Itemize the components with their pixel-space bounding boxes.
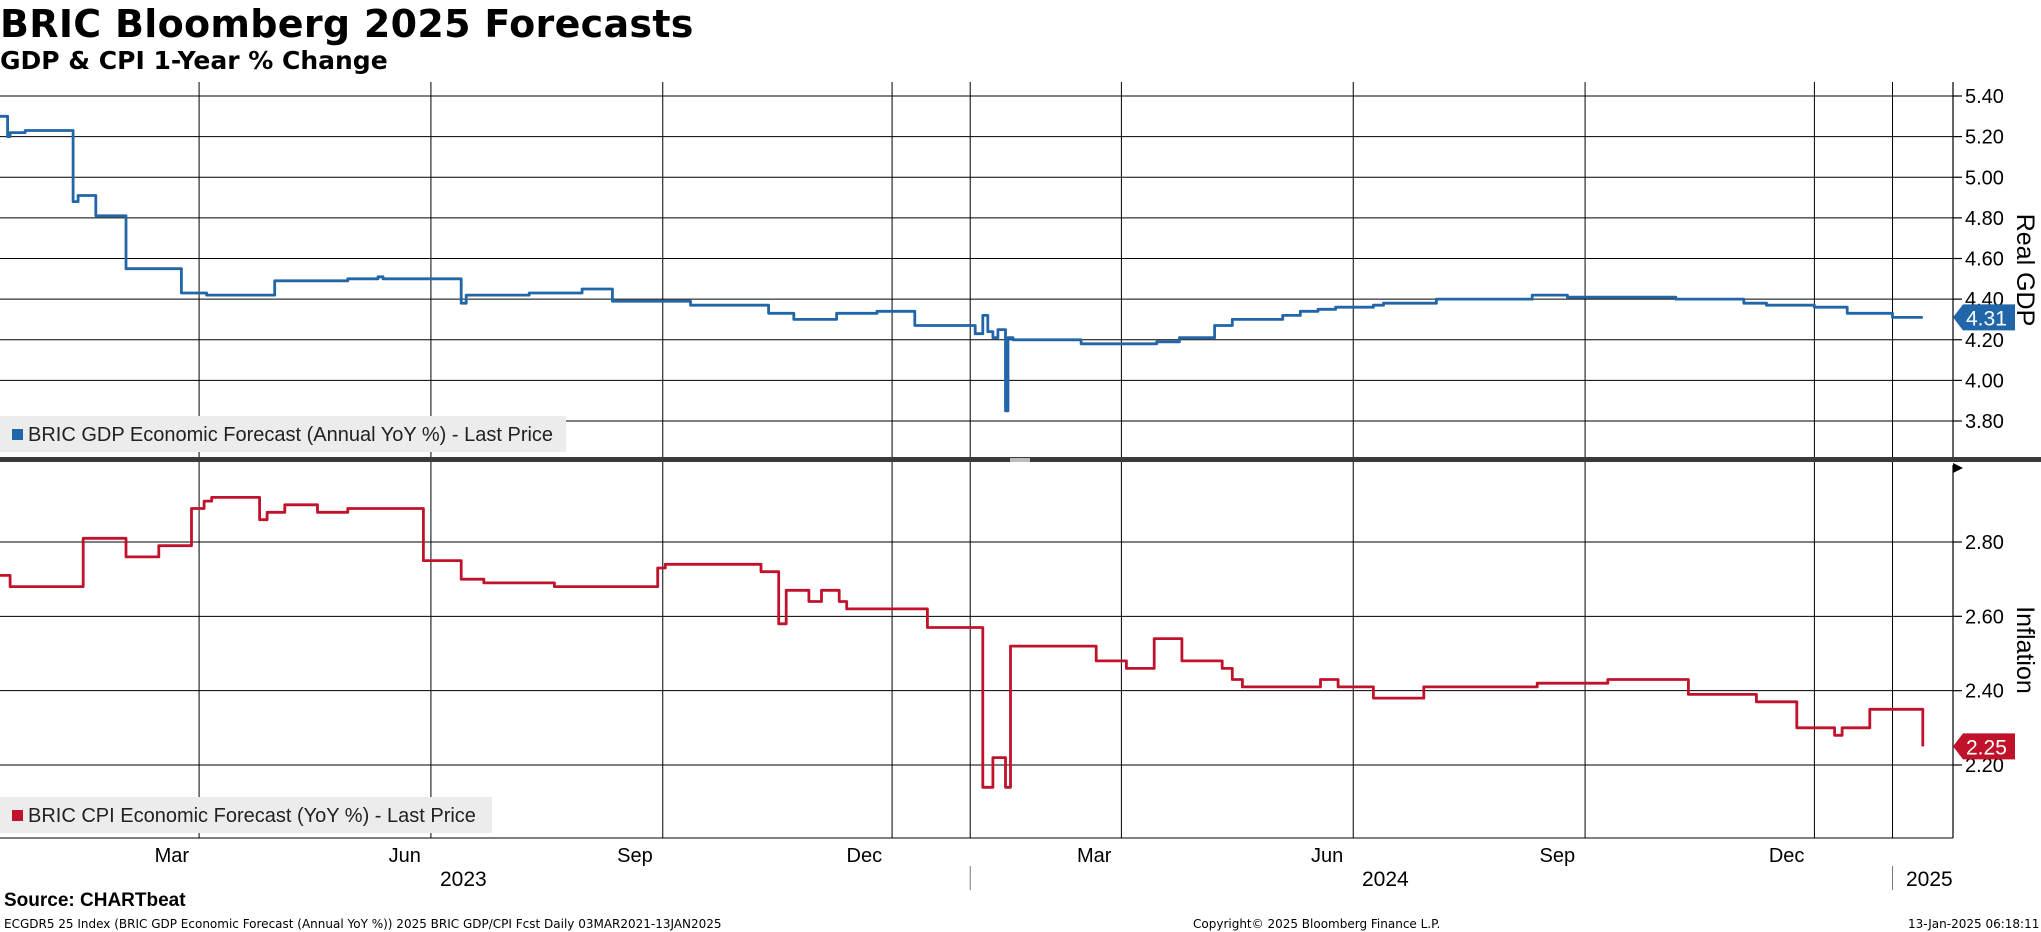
x-year-label: 2023 xyxy=(440,868,487,891)
gdp-legend-bg xyxy=(0,416,566,452)
source-note: Source: CHARTbeat xyxy=(4,890,186,911)
cpi-legend-label: BRIC CPI Economic Forecast (YoY %) - Las… xyxy=(28,805,476,827)
panel-splitter-handle xyxy=(1010,458,1030,462)
y-tick-label: 4.00 xyxy=(1965,370,2004,392)
y-tick-label: 3.80 xyxy=(1965,411,2004,433)
separator-arrow xyxy=(1953,463,1963,473)
x-year-label: 2024 xyxy=(1362,868,1409,891)
gdp-legend-label: BRIC GDP Economic Forecast (Annual YoY %… xyxy=(28,424,553,446)
cpi-legend-bg xyxy=(0,797,492,833)
y-tick-label: 2.40 xyxy=(1965,681,2004,703)
y-tick-label: 4.20 xyxy=(1965,330,2004,352)
cpi-legend-swatch xyxy=(12,810,23,821)
gdp-last-value-tag: 4.31 xyxy=(1966,307,2007,330)
x-year-label: 2025 xyxy=(1906,868,1953,891)
y-tick-label: 2.80 xyxy=(1965,532,2004,554)
gdp-legend-swatch xyxy=(12,429,23,440)
gdp-last-value-tag-bg xyxy=(1953,304,2015,331)
x-tick-label: Dec xyxy=(847,845,883,867)
y-tick-label: 4.80 xyxy=(1965,208,2004,230)
x-tick-label: Sep xyxy=(1539,845,1575,867)
y-tick-label: 5.20 xyxy=(1965,127,2004,149)
y-tick-label: 5.00 xyxy=(1965,167,2004,189)
copyright-note: Copyright© 2025 Bloomberg Finance L.P. xyxy=(1193,917,1441,931)
x-tick-label: Jun xyxy=(1311,845,1343,867)
series-description: ECGDR5 25 Index (BRIC GDP Economic Forec… xyxy=(4,917,722,931)
x-tick-label: Sep xyxy=(617,845,653,867)
cpi-axis-title: Inflation xyxy=(2011,606,2039,694)
y-tick-label: 2.60 xyxy=(1965,606,2004,628)
cpi-last-value-tag-bg xyxy=(1953,733,2015,760)
gdp-series-line xyxy=(0,114,1923,413)
cpi-last-value-tag: 2.25 xyxy=(1966,736,2007,759)
y-tick-label: 4.60 xyxy=(1965,249,2004,271)
x-tick-label: Mar xyxy=(1077,845,1112,867)
y-tick-label: 5.40 xyxy=(1965,86,2004,108)
timestamp: 13-Jan-2025 06:18:11 xyxy=(1908,917,2040,931)
x-tick-label: Jun xyxy=(389,845,421,867)
chart-subtitle: GDP & CPI 1-Year % Change xyxy=(0,46,388,75)
gdp-axis-title: Real GDP xyxy=(2011,214,2039,327)
x-tick-label: Dec xyxy=(1769,845,1805,867)
x-tick-label: Mar xyxy=(155,845,190,867)
y-tick-label: 2.20 xyxy=(1965,755,2004,777)
chart-title: BRIC Bloomberg 2025 Forecasts xyxy=(0,2,694,46)
cpi-series-line xyxy=(0,496,1925,789)
